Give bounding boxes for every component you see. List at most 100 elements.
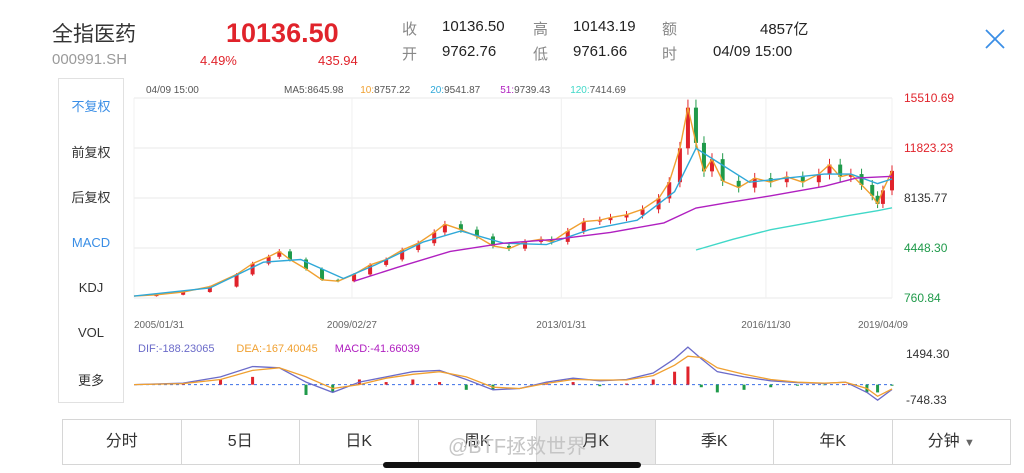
macd-bar [598, 384, 602, 387]
candle-body [287, 251, 292, 260]
menu-no-adjust[interactable]: 不复权 [71, 99, 111, 114]
high-value: 10143.19 [573, 18, 636, 35]
chart-datetime: 04/09 15:00 [146, 85, 199, 96]
tab-intraday[interactable]: 分时 [63, 420, 182, 464]
close-icon[interactable] [984, 28, 1006, 50]
candle-body [384, 259, 389, 265]
candle-body [752, 178, 757, 188]
close-value: 10136.50 [442, 18, 505, 35]
menu-backward-adjust[interactable]: 后复权 [71, 190, 111, 205]
candle-body [880, 190, 885, 204]
tab-minute-label: 分钟 [927, 433, 960, 450]
price-tick-label: 11823.23 [904, 141, 953, 155]
macd-bar [304, 384, 308, 395]
candle-body [890, 170, 894, 191]
tab-5day[interactable]: 5日 [182, 420, 300, 464]
ma51-line [353, 175, 893, 282]
index-name: 全指医药 [52, 23, 136, 46]
time-tick-label: 2009/02/27 [327, 320, 377, 331]
macd-bar [822, 384, 826, 386]
candle-body [320, 268, 325, 280]
candle-body [416, 243, 421, 251]
candle-body [250, 263, 255, 275]
macd-bar [625, 383, 629, 385]
macd-bar [715, 384, 719, 393]
candle-body [523, 241, 528, 249]
time-tick-label: 2013/01/31 [536, 320, 586, 331]
candle-body [207, 286, 212, 293]
tab-monthly[interactable]: 月K [537, 420, 656, 464]
ma10-line [133, 107, 893, 297]
macd-tick-label: -748.33 [906, 393, 947, 407]
menu-macd[interactable]: MACD [71, 235, 111, 250]
candle-body [368, 264, 373, 275]
candle-body [685, 107, 690, 149]
candle-body [800, 176, 805, 183]
macd-bar [769, 384, 773, 388]
quote-header: 全指医药 000991.SH 10136.50 4.49% 435.94 收 1… [0, 0, 1024, 78]
price-tick-label: 4448.30 [904, 241, 948, 255]
candle-body [490, 236, 495, 246]
low-label: 低 [533, 46, 549, 63]
macd-bar [219, 379, 223, 385]
ma-legend-entry: 120:7414.69 [570, 85, 626, 96]
tab-daily[interactable]: 日K [300, 420, 419, 464]
macd-tick-label: 1494.30 [906, 347, 950, 361]
open-value: 9762.76 [442, 43, 497, 60]
ma20-line [133, 147, 893, 297]
tab-quarterly[interactable]: 季K [656, 420, 774, 464]
close-label: 收 [402, 21, 418, 38]
candle-body [677, 148, 682, 183]
candle-body [784, 176, 789, 183]
ma-legend-entry: 51:9739.43 [500, 85, 550, 96]
time-tick-label: 2019/04/09 [858, 320, 908, 331]
last-price: 10136.50 [226, 18, 339, 48]
macd-bar [795, 384, 799, 386]
macd-bar [742, 384, 746, 390]
candle-body [304, 259, 309, 269]
menu-forward-adjust[interactable]: 前复权 [71, 145, 111, 160]
time-tick-label: 2005/01/31 [134, 320, 184, 331]
tab-minute[interactable]: 分钟 ▼ [893, 420, 1011, 464]
kline-chart[interactable]: 15510.69 11823.23 8135.77 4448.30 760.84 2005… [128, 78, 1016, 418]
candle-body [667, 182, 672, 199]
amount-value: 4857亿 [760, 21, 809, 38]
macd-bar [686, 366, 690, 385]
candle-body [400, 250, 405, 260]
candle-body [640, 209, 645, 215]
time-label: 时 [662, 46, 678, 63]
macd-bar [844, 384, 848, 385]
change-amount: 435.94 [318, 53, 358, 68]
macd-bar [411, 379, 415, 385]
candle-body [581, 221, 586, 232]
chevron-down-icon: ▼ [964, 437, 975, 449]
macd-bar [651, 379, 655, 385]
ma-legend-entry: 20:9541.87 [430, 85, 480, 96]
high-label: 高 [533, 21, 549, 38]
candle-body [701, 142, 706, 172]
candle-body [506, 245, 511, 249]
tab-yearly[interactable]: 年K [774, 420, 893, 464]
price-tick-label: 8135.77 [904, 191, 948, 205]
candle-body [266, 256, 271, 264]
ma120-line [695, 207, 893, 251]
indicator-menu: 不复权 前复权 后复权 MACD KDJ VOL 更多 [58, 78, 124, 403]
price-tick-label: 15510.69 [904, 91, 954, 105]
home-indicator [383, 462, 641, 468]
candle-body [827, 164, 832, 175]
candle-body [848, 174, 853, 177]
tab-weekly[interactable]: 周K [419, 420, 537, 464]
watermark: @BTF拯救世界 [448, 436, 587, 458]
macd-bar [571, 382, 575, 385]
macd-bar [464, 384, 468, 390]
low-value: 9761.66 [573, 43, 628, 60]
menu-more[interactable]: 更多 [77, 373, 104, 388]
candle-body [474, 229, 479, 237]
menu-kdj[interactable]: KDJ [78, 280, 104, 295]
candle-body [693, 107, 698, 143]
ma-legend-entry: 10:8757.22 [360, 85, 410, 96]
candle-body [816, 174, 821, 183]
menu-vol[interactable]: VOL [77, 325, 104, 340]
macd-legend-entry: DIF:-188.23065 [138, 343, 214, 355]
candle-body [181, 292, 186, 295]
